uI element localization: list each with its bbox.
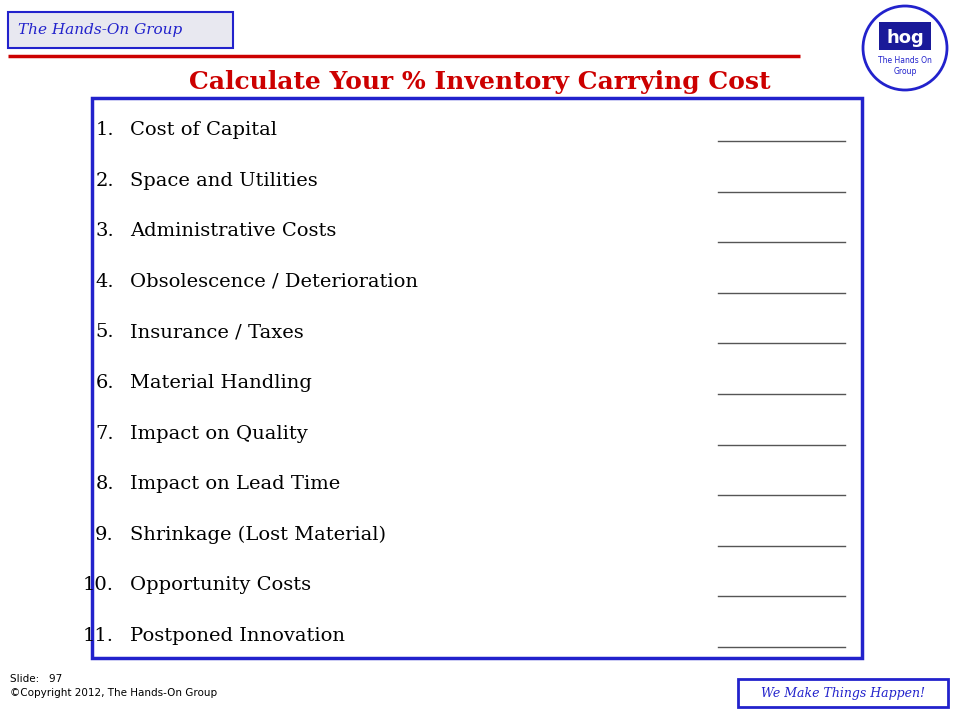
Text: 1.: 1. (95, 121, 114, 139)
Text: 6.: 6. (95, 374, 114, 392)
Text: Impact on Lead Time: Impact on Lead Time (130, 475, 340, 493)
Text: 9.: 9. (95, 526, 114, 544)
Text: 4.: 4. (95, 273, 114, 291)
Text: Insurance / Taxes: Insurance / Taxes (130, 323, 303, 341)
Text: 8.: 8. (95, 475, 114, 493)
Text: Impact on Quality: Impact on Quality (130, 425, 308, 443)
Text: 5.: 5. (95, 323, 114, 341)
Text: Obsolescence / Deterioration: Obsolescence / Deterioration (130, 273, 418, 291)
Text: Opportunity Costs: Opportunity Costs (130, 577, 311, 595)
FancyBboxPatch shape (8, 12, 233, 48)
FancyBboxPatch shape (879, 22, 931, 50)
Text: 10.: 10. (83, 577, 114, 595)
FancyBboxPatch shape (738, 679, 948, 707)
Text: 7.: 7. (95, 425, 114, 443)
Text: The Hands On
Group: The Hands On Group (878, 56, 932, 76)
Text: Space and Utilities: Space and Utilities (130, 171, 318, 189)
Text: hog: hog (886, 29, 924, 47)
FancyBboxPatch shape (92, 98, 862, 658)
Text: Shrinkage (Lost Material): Shrinkage (Lost Material) (130, 526, 386, 544)
Text: Calculate Your % Inventory Carrying Cost: Calculate Your % Inventory Carrying Cost (189, 70, 771, 94)
Text: Material Handling: Material Handling (130, 374, 312, 392)
Text: Cost of Capital: Cost of Capital (130, 121, 277, 139)
Text: We Make Things Happen!: We Make Things Happen! (761, 686, 925, 700)
Text: 11.: 11. (83, 627, 114, 645)
Text: The Hands-On Group: The Hands-On Group (18, 23, 182, 37)
Circle shape (863, 6, 947, 90)
Text: 3.: 3. (95, 222, 114, 240)
Text: 2.: 2. (95, 171, 114, 189)
Text: Postponed Innovation: Postponed Innovation (130, 627, 345, 645)
Text: Administrative Costs: Administrative Costs (130, 222, 336, 240)
Text: Slide:   97
©Copyright 2012, The Hands-On Group: Slide: 97 ©Copyright 2012, The Hands-On … (10, 675, 217, 698)
